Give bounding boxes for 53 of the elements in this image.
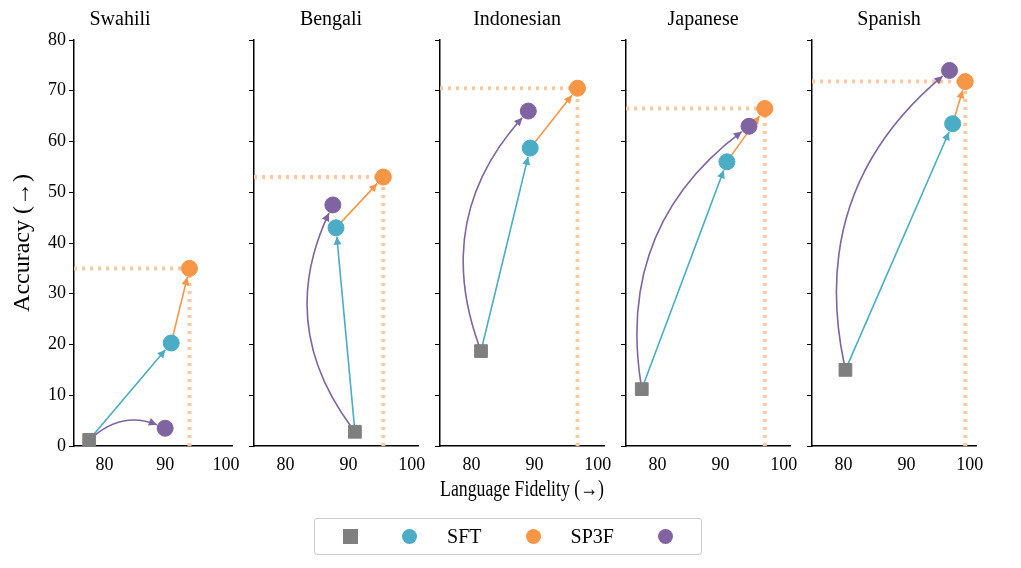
point <box>324 196 342 214</box>
y-tick-label: 50 <box>48 180 66 201</box>
point <box>519 102 537 120</box>
point <box>838 363 853 377</box>
point <box>941 61 959 79</box>
x-tick-label: 90 <box>339 453 358 474</box>
chart-title: Bengali <box>299 7 363 31</box>
point <box>956 73 974 91</box>
chart-title: Indonesian <box>473 7 561 30</box>
y-tick-label: 30 <box>48 282 66 303</box>
point <box>474 344 488 358</box>
point <box>374 168 392 186</box>
x-tick-label: 100 <box>212 453 240 474</box>
legend-label: SFT <box>447 525 482 548</box>
point <box>634 382 649 397</box>
chart-title: Japanese <box>667 7 739 31</box>
y-tick-label: 0 <box>57 434 66 455</box>
y-tick-label: 60 <box>48 130 66 151</box>
point <box>718 153 736 171</box>
point <box>327 219 345 237</box>
y-tick-label: 20 <box>48 333 66 354</box>
x-tick-label: 80 <box>648 453 667 474</box>
x-tick-label: 100 <box>770 453 798 474</box>
y-axis-title: Accuracy (→) <box>7 174 34 312</box>
x-tick-label: 90 <box>897 453 916 474</box>
x-tick-label: 90 <box>711 453 730 474</box>
legend-label: SP3F <box>570 525 614 548</box>
point <box>756 100 774 118</box>
point <box>180 259 198 277</box>
y-tick-label: 80 <box>48 28 66 49</box>
x-tick-label: 80 <box>276 453 295 474</box>
point <box>521 139 539 157</box>
chart-title: Spanish <box>857 7 921 31</box>
y-tick-label: 40 <box>48 231 66 252</box>
point <box>82 433 97 446</box>
point <box>944 115 962 133</box>
x-tick-label: 80 <box>462 453 481 474</box>
chart-title: Swahili <box>89 7 151 30</box>
point <box>156 419 174 437</box>
x-tick-label: 100 <box>398 453 426 474</box>
y-tick-label: 70 <box>48 79 66 100</box>
x-tick-label: 90 <box>525 453 544 474</box>
x-tick-label: 90 <box>156 453 175 474</box>
point <box>569 79 587 97</box>
x-axis-title: Language Fidelity (→) <box>440 474 604 502</box>
point <box>348 424 362 439</box>
y-tick-label: 10 <box>48 383 66 404</box>
x-tick-label: 100 <box>584 453 612 474</box>
x-tick-label: 80 <box>95 453 114 474</box>
point <box>162 334 180 352</box>
x-tick-label: 100 <box>956 453 984 474</box>
point <box>740 117 758 135</box>
x-tick-label: 80 <box>834 453 853 474</box>
